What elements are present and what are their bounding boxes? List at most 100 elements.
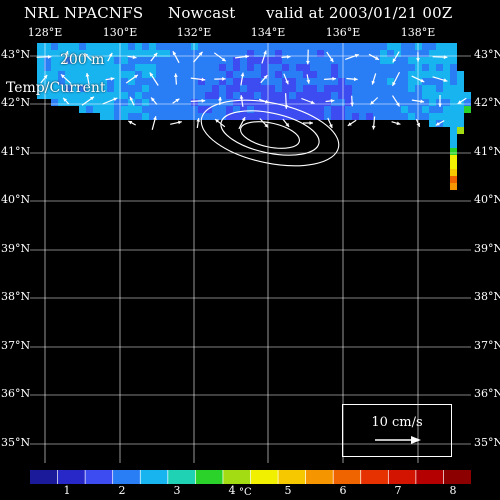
temperature-cell	[128, 85, 135, 92]
temperature-cell	[254, 106, 261, 113]
temperature-cell	[345, 106, 352, 113]
colorbar-swatch	[415, 470, 444, 484]
temperature-cell	[352, 64, 359, 71]
temperature-cell	[310, 85, 317, 92]
temperature-cell	[107, 106, 114, 113]
current-arrow	[261, 50, 267, 64]
temperature-cell	[457, 78, 464, 85]
temperature-cell	[177, 106, 184, 113]
temperature-cell	[163, 106, 170, 113]
temperature-cell	[373, 99, 380, 106]
temperature-cell	[128, 113, 135, 120]
temperature-cell	[226, 64, 233, 71]
temperature-cell	[387, 85, 394, 92]
temperature-cell	[261, 99, 268, 106]
temperature-cell	[366, 92, 373, 99]
temperature-cell	[324, 71, 331, 78]
lat-right-41: 41°N	[474, 145, 500, 158]
temperature-cell	[58, 85, 65, 92]
temperature-cell	[429, 92, 436, 99]
temperature-cell	[205, 50, 212, 57]
temperature-cell	[345, 85, 352, 92]
temperature-cell	[450, 50, 457, 57]
temperature-cell	[352, 57, 359, 64]
temperature-cell	[359, 57, 366, 64]
temperature-cell	[170, 57, 177, 64]
temperature-cell	[401, 64, 408, 71]
lat-right-38: 38°N	[474, 290, 500, 303]
temperature-cell	[268, 106, 275, 113]
temperature-cell	[135, 92, 142, 99]
current-arrow	[240, 72, 245, 86]
temperature-cell	[44, 78, 51, 85]
temperature-cell	[170, 106, 177, 113]
temperature-cell	[359, 50, 366, 57]
temperature-cell	[394, 85, 401, 92]
temperature-cell	[254, 71, 261, 78]
temperature-cell	[212, 113, 219, 120]
temperature-cell	[198, 71, 205, 78]
current-arrow	[172, 98, 180, 104]
current-arrow	[172, 50, 180, 64]
temperature-cell	[177, 50, 184, 57]
temperature-cell	[247, 50, 254, 57]
temperature-cell	[373, 106, 380, 113]
temperature-cell	[289, 78, 296, 85]
temperature-cell	[135, 99, 142, 106]
temperature-cell	[114, 57, 121, 64]
temperature-cell	[100, 50, 107, 57]
temperature-cell	[226, 106, 233, 113]
temperature-cell	[226, 85, 233, 92]
temperature-cell	[114, 78, 121, 85]
temperature-cell	[429, 43, 436, 50]
temperature-cell	[352, 92, 359, 99]
temperature-cell	[65, 92, 72, 99]
temperature-cell	[275, 106, 282, 113]
temperature-cell	[296, 78, 303, 85]
temperature-cell	[205, 113, 212, 120]
temperature-cell	[380, 99, 387, 106]
temperature-cell	[443, 57, 450, 64]
temperature-cell	[401, 43, 408, 50]
temperature-cell	[107, 71, 114, 78]
temperature-cell	[247, 85, 254, 92]
temperature-cell	[429, 64, 436, 71]
temperature-cell	[345, 64, 352, 71]
current-arrow	[325, 99, 335, 103]
temperature-cell	[373, 43, 380, 50]
current-arrow	[81, 96, 95, 106]
current-arrow	[125, 74, 139, 84]
temperature-cell	[135, 85, 142, 92]
temperature-cell	[240, 106, 247, 113]
temperature-cell	[443, 71, 450, 78]
colorbar-swatch	[30, 470, 59, 484]
temperature-cell	[121, 71, 128, 78]
temperature-cell	[149, 85, 156, 92]
temperature-cell	[121, 99, 128, 106]
temperature-cell	[65, 71, 72, 78]
temperature-cell	[324, 92, 331, 99]
temperature-cell	[366, 85, 373, 92]
temperature-cell	[408, 106, 415, 113]
lat-right-40: 40°N	[474, 193, 500, 206]
temperature-cell	[261, 64, 268, 71]
temperature-cell	[86, 50, 93, 57]
temperature-cell	[170, 113, 177, 120]
current-arrow	[371, 73, 377, 85]
temperature-cell	[233, 57, 240, 64]
temperature-cell	[338, 64, 345, 71]
temperature-cell	[254, 99, 261, 106]
temperature-cell	[37, 71, 44, 78]
colorbar-swatch	[443, 470, 471, 484]
temperature-cell	[303, 92, 310, 99]
temperature-cell	[261, 113, 268, 120]
temperature-cell	[268, 113, 275, 120]
temperature-cell	[135, 71, 142, 78]
temperature-cell	[142, 57, 149, 64]
temperature-cell	[65, 64, 72, 71]
temperature-cell	[177, 64, 184, 71]
temperature-cell	[450, 106, 457, 113]
temperature-cell	[289, 43, 296, 50]
temperature-cell	[240, 50, 247, 57]
temperature-cell	[408, 50, 415, 57]
